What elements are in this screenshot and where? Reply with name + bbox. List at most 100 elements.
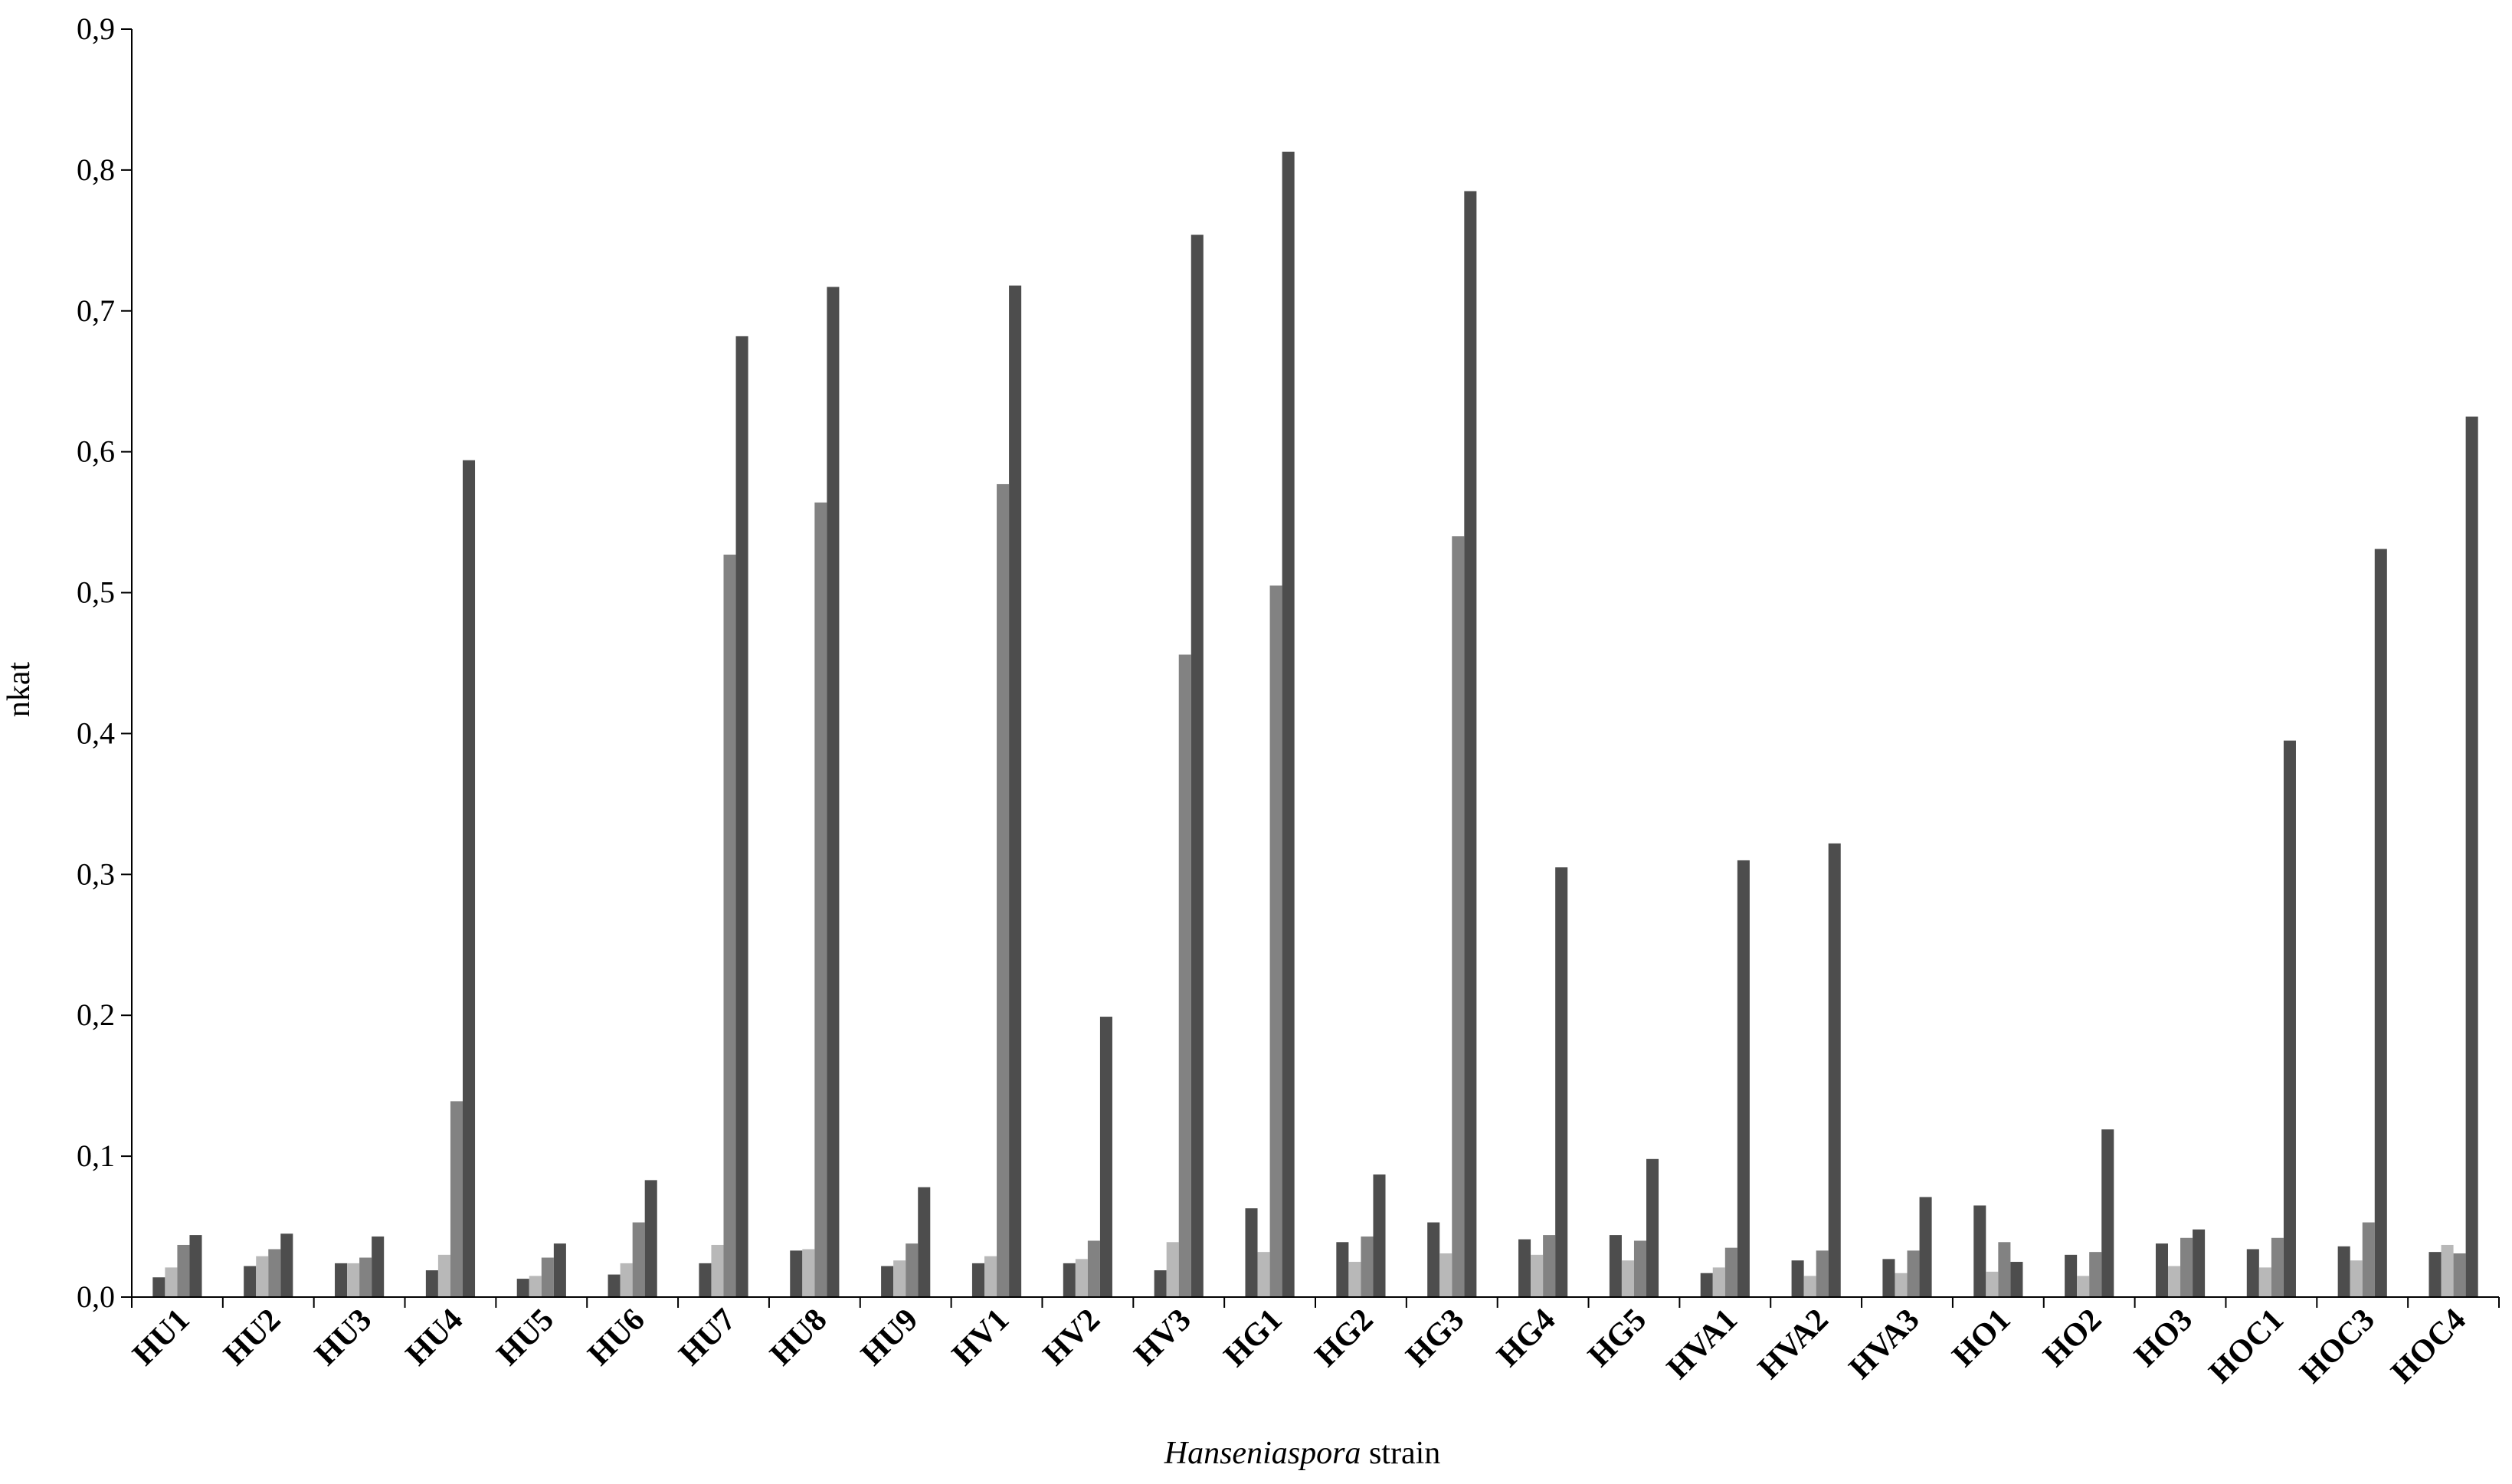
bar: [1257, 1252, 1270, 1297]
bar: [268, 1249, 281, 1297]
bar: [620, 1263, 633, 1297]
bar: [1373, 1174, 1386, 1297]
bar: [984, 1256, 997, 1297]
bar: [2010, 1262, 2023, 1297]
bar: [1816, 1250, 1829, 1297]
bar: [2350, 1260, 2363, 1297]
x-category-label: HG5: [1581, 1302, 1653, 1374]
bar: [802, 1249, 815, 1297]
bar: [723, 554, 736, 1297]
bar: [1633, 1240, 1647, 1297]
bar: [790, 1250, 803, 1297]
x-category-label: HU8: [763, 1302, 834, 1373]
bar: [1099, 1017, 1112, 1297]
bar: [2374, 549, 2387, 1297]
x-axis-title-genus: Hanseniaspora: [1164, 1436, 1361, 1471]
bar: [1907, 1250, 1920, 1297]
x-category-label: HU5: [490, 1302, 561, 1373]
x-category-label: HV3: [1128, 1302, 1198, 1373]
bar: [1700, 1273, 1713, 1297]
bar: [1895, 1273, 1908, 1297]
x-category-label: HVA3: [1842, 1302, 1927, 1387]
y-tick-label: 0,6: [77, 434, 115, 469]
bar: [372, 1236, 385, 1297]
bar: [2258, 1267, 2271, 1297]
bar: [1555, 867, 1568, 1297]
bar: [1531, 1254, 1544, 1297]
bar: [1919, 1197, 1932, 1297]
x-category-label: HU6: [581, 1302, 652, 1373]
bar: [437, 1254, 450, 1297]
bar: [2362, 1222, 2375, 1297]
bar: [1269, 585, 1282, 1297]
bar: [1361, 1236, 1374, 1297]
bar: [1973, 1205, 1986, 1297]
bar: [971, 1263, 984, 1297]
x-category-label: HG3: [1400, 1302, 1472, 1374]
bar: [425, 1270, 438, 1297]
bar: [1154, 1270, 1167, 1297]
bar: [1724, 1247, 1737, 1297]
bar: [1336, 1242, 1349, 1297]
x-axis-title-rest: strain: [1361, 1436, 1440, 1471]
bar: [2246, 1249, 2259, 1297]
bar: [2193, 1229, 2206, 1297]
bar: [644, 1180, 657, 1297]
x-category-label: HU7: [673, 1302, 743, 1373]
x-category-label: HV1: [945, 1302, 1016, 1373]
y-tick-label: 0,0: [77, 1279, 115, 1314]
bar: [918, 1187, 931, 1297]
x-category-label: HG1: [1217, 1302, 1289, 1374]
y-tick-label: 0,4: [77, 716, 115, 750]
bar: [2101, 1129, 2114, 1297]
bar: [359, 1257, 372, 1297]
bar: [165, 1267, 178, 1297]
x-category-label: HG2: [1308, 1302, 1380, 1374]
x-axis-ticks: [131, 1297, 2500, 1308]
bar: [1803, 1276, 1816, 1297]
x-category-label: HU2: [217, 1302, 287, 1373]
bar: [997, 483, 1010, 1297]
x-category-label: HO1: [1946, 1302, 2018, 1374]
bar: [2155, 1243, 2168, 1297]
bar: [347, 1263, 360, 1297]
y-tick-label: 0,8: [77, 152, 115, 187]
y-tick-label: 0,5: [77, 575, 115, 610]
bar: [711, 1244, 724, 1297]
x-category-label: HOC1: [2203, 1302, 2291, 1391]
bar: [553, 1243, 566, 1297]
bar: [516, 1279, 529, 1297]
bar: [463, 460, 476, 1298]
bar: [2167, 1266, 2181, 1297]
bar: [1075, 1259, 1088, 1297]
bar: [2441, 1244, 2454, 1297]
bar: [2180, 1237, 2193, 1297]
x-category-label: HU4: [399, 1302, 470, 1373]
bar: [881, 1266, 894, 1297]
bar: [2453, 1253, 2466, 1297]
bar: [2065, 1254, 2078, 1297]
y-axis-ticks: 0,0 0,1 0,2 0,3 0,4 0,5 0,6 0,7 0,8 0,9: [77, 11, 132, 1314]
x-category-label: HVA1: [1660, 1302, 1744, 1387]
bar: [1009, 285, 1022, 1298]
y-axis-title: nkat: [2, 662, 37, 718]
bar: [2428, 1252, 2442, 1297]
bar: [2077, 1276, 2090, 1297]
y-tick-label: 0,9: [77, 11, 115, 46]
x-category-label: HG4: [1491, 1302, 1563, 1374]
x-category-label: HU3: [308, 1302, 378, 1373]
x-category-label: HOC3: [2294, 1302, 2382, 1391]
bar: [152, 1277, 165, 1297]
bar: [280, 1233, 293, 1297]
x-category-label: HO2: [2037, 1302, 2109, 1374]
x-axis-title: Hanseniaspora strain: [1164, 1436, 1441, 1471]
bar: [1464, 191, 1477, 1298]
bar: [529, 1276, 542, 1297]
bar: [1712, 1267, 1725, 1297]
bar: [1452, 536, 1465, 1297]
bar: [1998, 1242, 2011, 1297]
bar: [814, 502, 827, 1297]
bar: [256, 1256, 269, 1297]
bar: [893, 1260, 906, 1297]
bar: [2337, 1246, 2350, 1297]
